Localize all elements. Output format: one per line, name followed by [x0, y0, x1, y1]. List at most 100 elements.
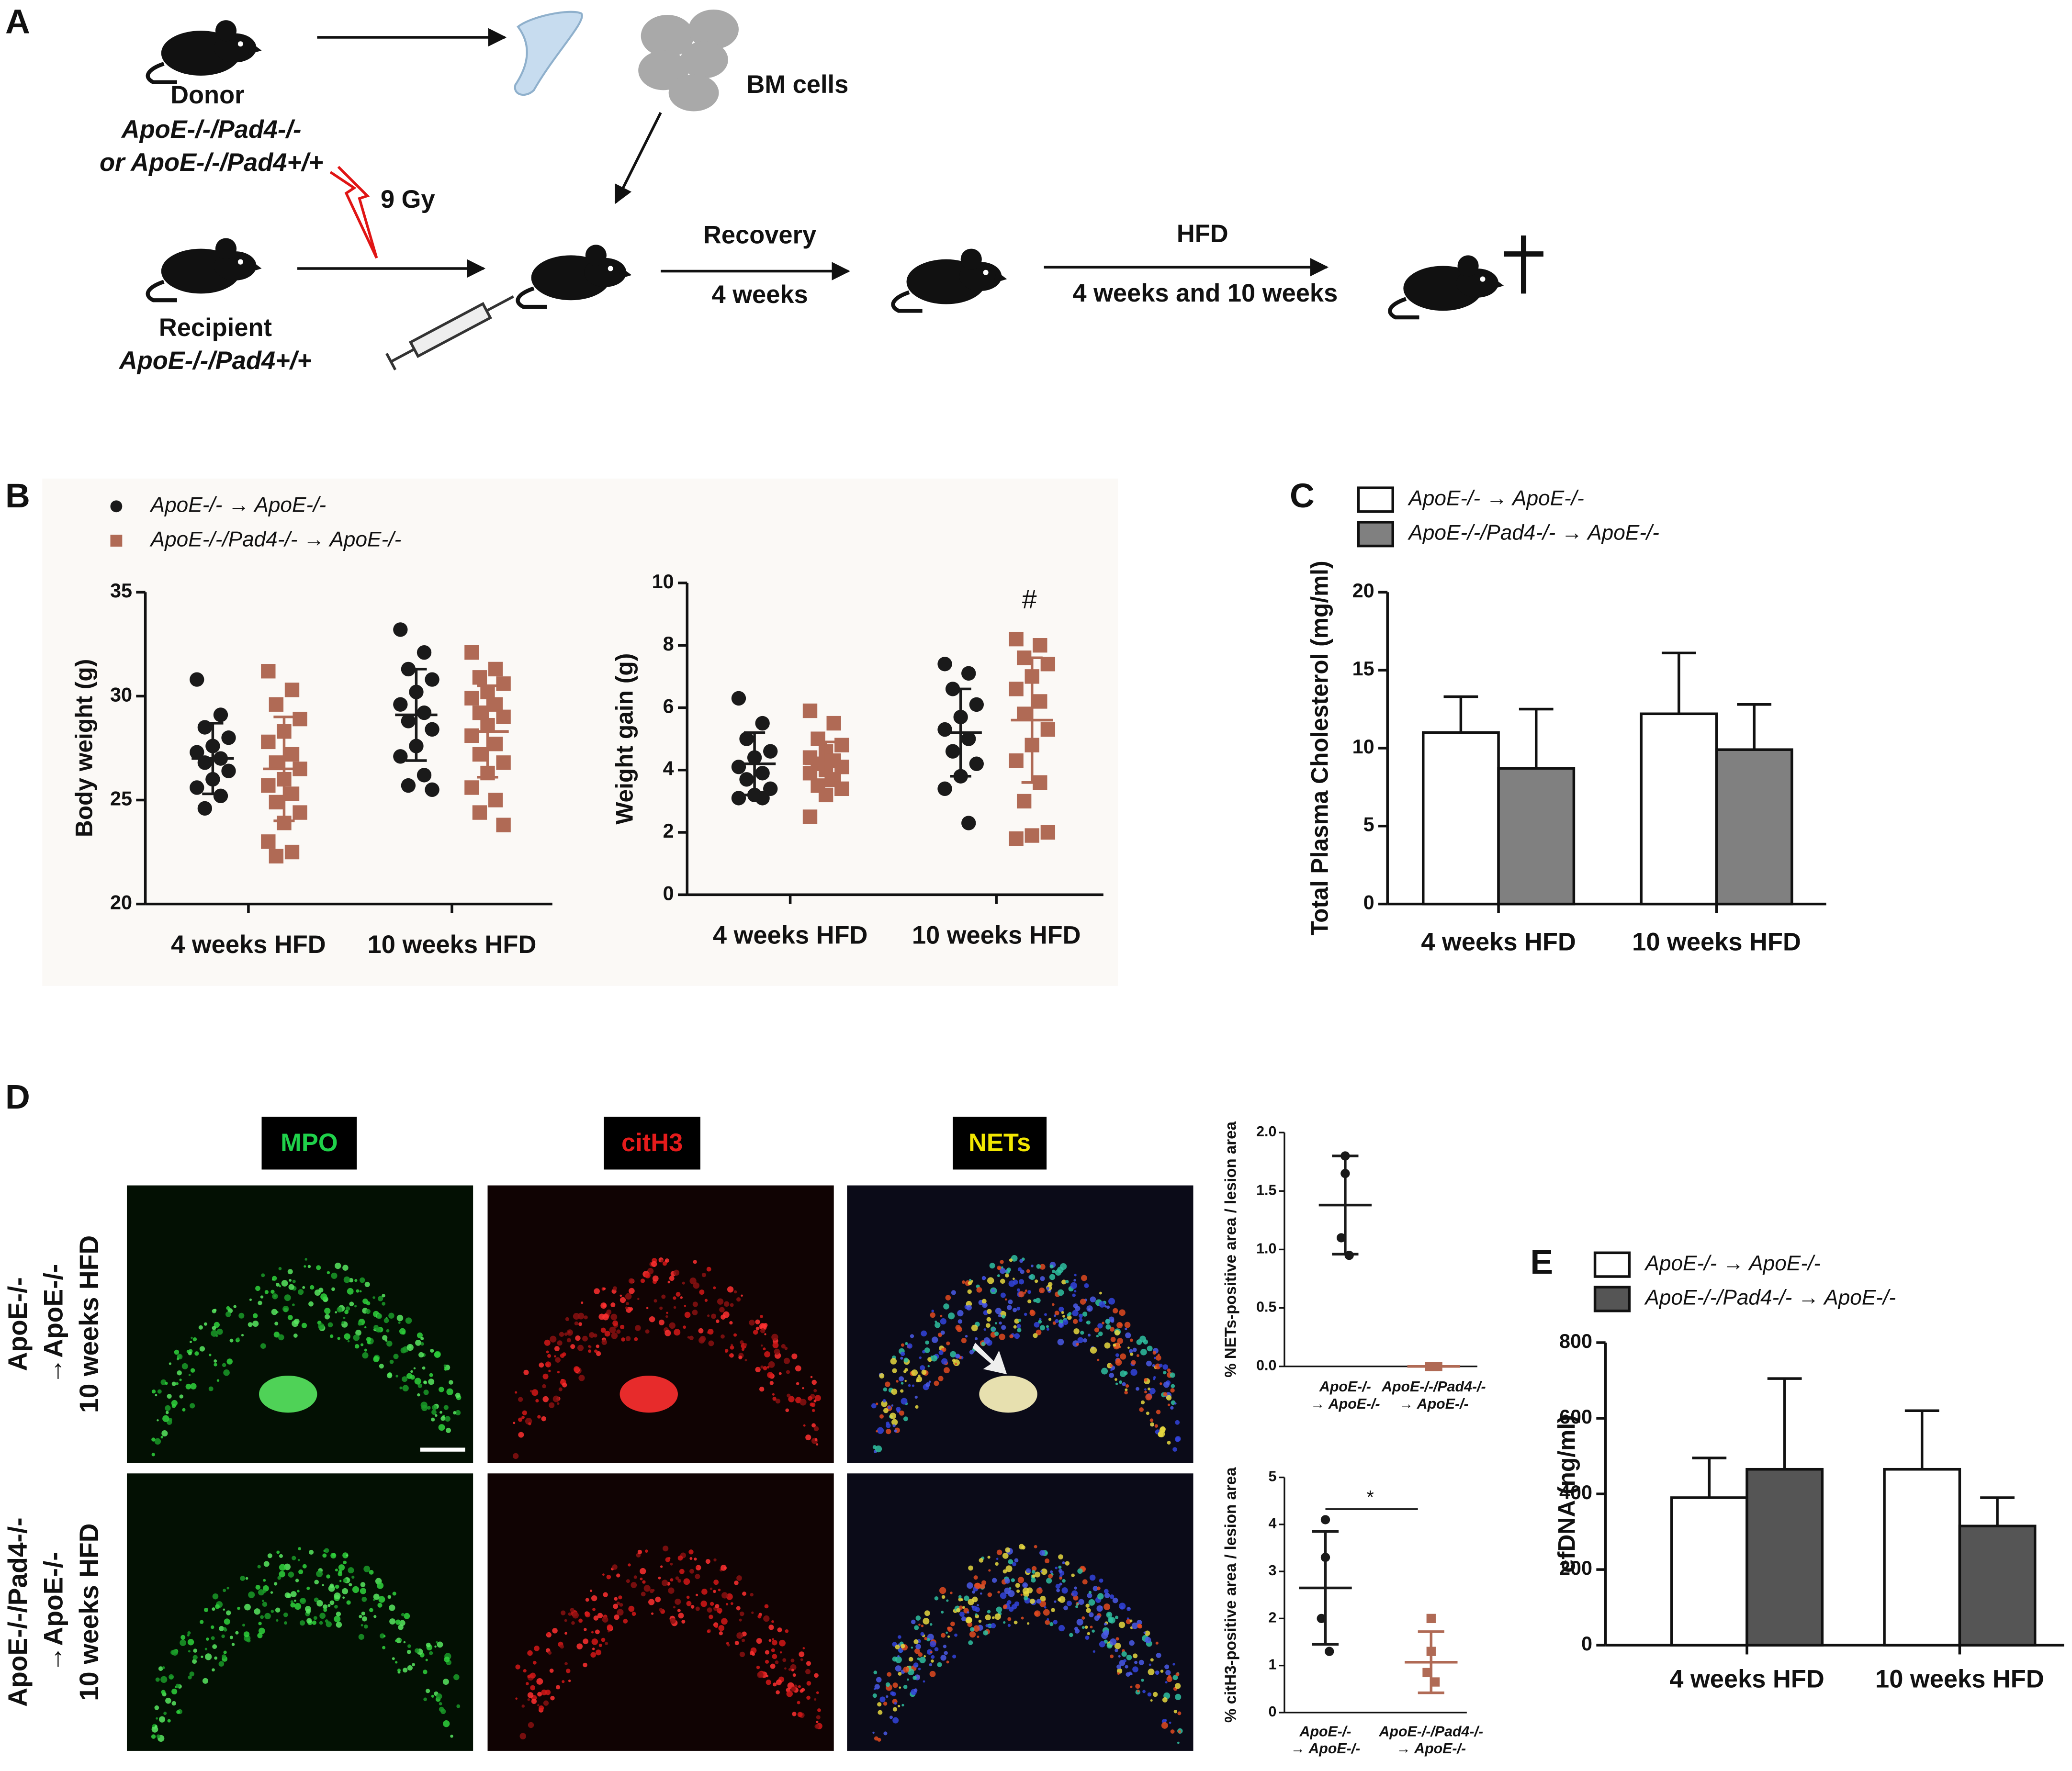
micrograph-dot	[1125, 1665, 1128, 1669]
micrograph-dot	[248, 1322, 253, 1327]
micrograph-dot	[290, 1591, 297, 1597]
micrograph-dot	[360, 1624, 363, 1626]
micrograph-dot	[1058, 1565, 1062, 1569]
micrograph-dot	[354, 1344, 360, 1349]
stain-label: NETs	[968, 1129, 1031, 1157]
micrograph-dot	[1082, 1311, 1088, 1317]
micrograph-dot	[193, 1648, 197, 1653]
data-point	[1016, 706, 1032, 721]
micrograph-dot	[156, 1717, 158, 1720]
micrograph-dot	[806, 1695, 811, 1700]
micrograph-dot	[742, 1631, 747, 1636]
micrograph-dot	[767, 1372, 774, 1379]
micrograph-dot	[900, 1356, 903, 1360]
micrograph-dot	[901, 1382, 904, 1385]
micrograph-dot	[1127, 1346, 1130, 1349]
data-point	[496, 755, 511, 770]
micrograph-dot	[245, 1577, 248, 1580]
micrograph-dot	[554, 1355, 556, 1358]
micrograph-dot	[885, 1682, 890, 1687]
data-point	[261, 734, 276, 750]
y-tick-label: 10	[652, 571, 674, 593]
micrograph-dot	[978, 1619, 982, 1623]
micrograph-dot	[1008, 1299, 1013, 1304]
micrograph-dot	[167, 1719, 171, 1723]
micrograph-dot	[222, 1363, 226, 1367]
micrograph-dot	[948, 1312, 955, 1320]
micrograph-dot	[294, 1603, 302, 1610]
micrograph-dot	[903, 1416, 908, 1422]
micrograph-dot	[190, 1383, 197, 1390]
micrograph-dot	[897, 1655, 900, 1658]
micrograph-dot	[972, 1590, 976, 1594]
micrograph-dot	[363, 1624, 368, 1629]
micrograph-dot	[229, 1338, 234, 1343]
micrograph-dot	[1167, 1441, 1171, 1445]
annotation: #	[1022, 584, 1037, 614]
bar	[1497, 767, 1576, 906]
micrograph-dot	[1014, 1318, 1020, 1324]
micrograph-dot	[950, 1621, 955, 1626]
micrograph-dot	[354, 1279, 358, 1282]
micrograph-dot	[640, 1278, 645, 1283]
micrograph-dot	[1121, 1651, 1127, 1657]
error-bar	[1692, 1457, 1727, 1498]
micrograph-dot	[943, 1303, 949, 1310]
micrograph-dot	[426, 1689, 430, 1693]
micrograph-dot	[537, 1692, 542, 1697]
micrograph-dot	[190, 1368, 195, 1373]
micrograph-dot	[890, 1358, 897, 1365]
micrograph-dot	[786, 1370, 790, 1374]
label: Recipient	[159, 314, 272, 342]
micrograph-dot	[1002, 1314, 1006, 1319]
micrograph-dot	[996, 1549, 1002, 1556]
micrograph-dot	[882, 1399, 886, 1403]
micrograph-dot	[768, 1639, 772, 1642]
micrograph-dot	[1044, 1606, 1047, 1609]
micrograph-dot	[515, 1697, 518, 1700]
micrograph-dot	[277, 1576, 282, 1580]
micrograph-dot	[436, 1693, 442, 1700]
micrograph-dot	[899, 1686, 901, 1689]
micrograph-dot	[1172, 1663, 1175, 1666]
micrograph-dot	[1104, 1592, 1110, 1598]
micrograph-dot	[259, 1627, 265, 1635]
micrograph-dot	[696, 1566, 698, 1569]
micrograph-dot	[328, 1585, 335, 1592]
micrograph	[847, 1185, 1194, 1463]
micrograph-dot	[781, 1344, 786, 1349]
data-point	[1320, 1515, 1330, 1524]
micrograph-dot	[1000, 1292, 1006, 1298]
micrograph-dot	[279, 1285, 282, 1288]
micrograph-dot	[998, 1267, 1001, 1270]
data-point	[269, 849, 284, 863]
micrograph-dot	[661, 1294, 666, 1299]
micrograph-dot	[698, 1337, 705, 1344]
micrograph-dot	[806, 1661, 811, 1666]
x-tick-label: 10 weeks HFD	[368, 931, 537, 959]
micrograph-dot	[677, 1555, 683, 1561]
micrograph-dot	[229, 1636, 233, 1639]
data-point	[464, 691, 479, 706]
micrograph-dot	[518, 1397, 523, 1402]
micrograph-dot	[570, 1608, 574, 1613]
micrograph-dot	[753, 1330, 758, 1335]
micrograph-dot	[733, 1290, 737, 1294]
micrograph-dot	[934, 1647, 939, 1652]
micrograph-dot	[557, 1370, 560, 1374]
micrograph-dot	[598, 1644, 602, 1648]
data-point	[496, 676, 511, 691]
micrograph-dot	[1168, 1675, 1171, 1679]
micrograph-dot	[243, 1631, 250, 1637]
micrograph-dot	[300, 1620, 305, 1626]
micrograph-dot	[814, 1724, 820, 1729]
micrograph-dot	[1055, 1566, 1058, 1569]
micrograph-dot	[163, 1712, 167, 1715]
micrograph-dot	[961, 1280, 966, 1284]
micrograph-dot	[947, 1635, 950, 1638]
data-point	[293, 711, 307, 727]
micrograph-dot	[913, 1639, 919, 1645]
micrograph-dot	[298, 1569, 304, 1574]
micrograph-dot	[286, 1593, 292, 1598]
micrograph-dot	[179, 1394, 183, 1399]
